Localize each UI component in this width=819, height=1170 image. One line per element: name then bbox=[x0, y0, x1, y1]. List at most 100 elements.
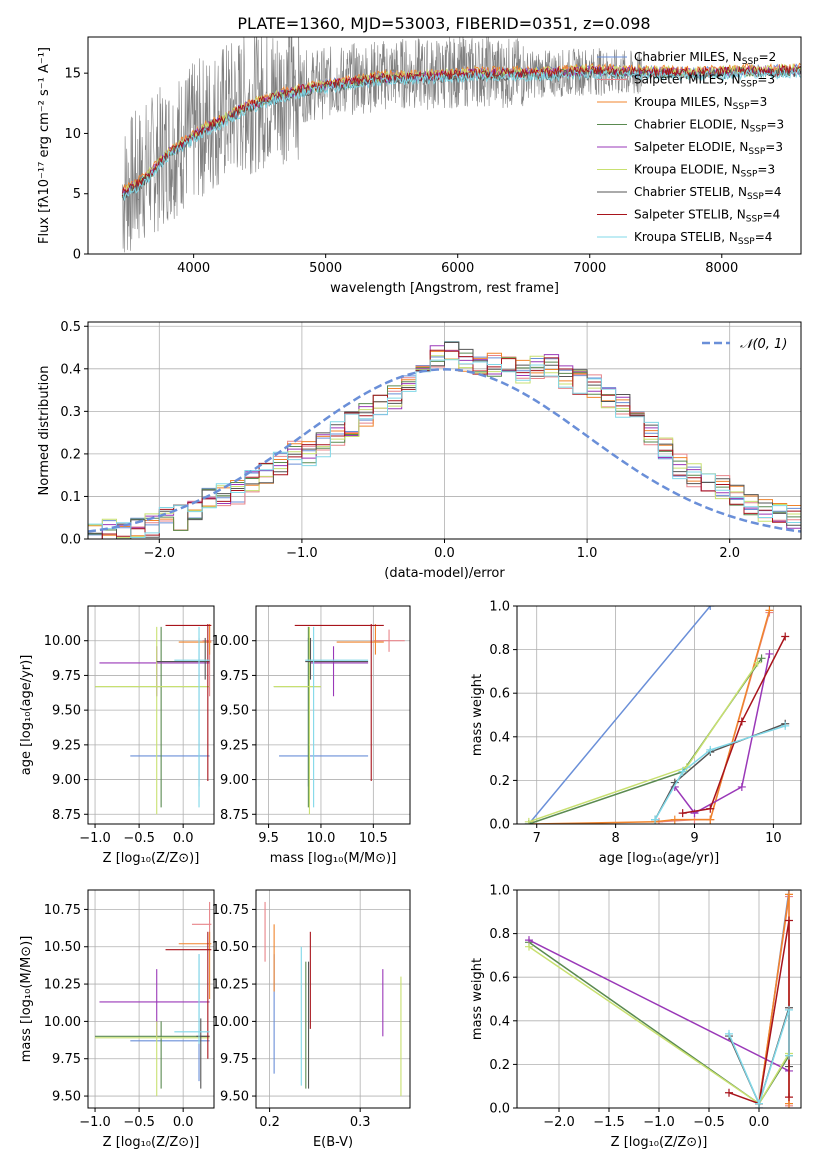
x-axis-label-age_vs_mass: mass [log₁₀(M/M⊙)] bbox=[270, 851, 397, 866]
x-tick-label: −1.0 bbox=[79, 1115, 111, 1130]
series-line-salpeter_elodie bbox=[528, 939, 790, 1072]
y-tick-label: 9.75 bbox=[52, 669, 81, 684]
x-tick-label: 6000 bbox=[441, 261, 474, 276]
y-tick-label: 0.6 bbox=[489, 971, 510, 986]
legend-label-kroupa_stelib: Kroupa STELIB, NSSP=4 bbox=[634, 230, 772, 247]
legend-label-chabrier_miles: Chabrier MILES, NSSP=2 bbox=[634, 50, 776, 67]
point-marker-salpeter_stelib bbox=[725, 1088, 733, 1097]
x-axis-label-age_vs_Z: Z [log₁₀(Z/Z⊙)] bbox=[103, 851, 200, 866]
series-line-chabrier_miles bbox=[528, 606, 711, 824]
legend-label-kroupa_miles: Kroupa MILES, NSSP=3 bbox=[634, 95, 767, 112]
y-tick-label: 0.4 bbox=[489, 1014, 510, 1029]
x-axis-label-spectrum: wavelength [Angstrom, rest frame] bbox=[330, 281, 559, 296]
data-spectrum bbox=[122, 37, 643, 253]
x-tick-label: −1.0 bbox=[79, 831, 111, 846]
panel-age_vs_mass: 9.5 10.0 10.5 8.75 9.00 9.25 9.50 9.75 10.00 mass… bbox=[212, 605, 411, 866]
point-marker-salpeter_stelib bbox=[737, 717, 746, 726]
y-tick-label: 9.50 bbox=[220, 1090, 249, 1105]
x-tick-label: 8 bbox=[611, 831, 619, 846]
y-tick-label: 0.2 bbox=[489, 1058, 510, 1073]
x-tick-label: 10 bbox=[765, 831, 782, 846]
y-tick-label: 9.75 bbox=[52, 1052, 81, 1067]
x-tick-label: 0.0 bbox=[749, 1115, 770, 1130]
x-axis-label-weight_vs_Z: Z [log₁₀(Z/Z⊙)] bbox=[611, 1135, 708, 1150]
x-axis-label-mass_vs_Z: Z [log₁₀(Z/Z⊙)] bbox=[103, 1135, 200, 1150]
legend-label-salpeter_miles: Salpeter MILES, NSSP=3 bbox=[634, 73, 775, 90]
series-line-salpeter_stelib bbox=[682, 636, 786, 814]
point-marker-kroupa_miles bbox=[785, 890, 793, 899]
point-marker-salpeter_stelib bbox=[706, 804, 715, 813]
y-tick-label: 10.25 bbox=[212, 978, 249, 993]
x-tick-label: 0.0 bbox=[173, 1115, 194, 1130]
panel-weight_vs_age: 7 8 9 10 0.0 0.2 0.4 0.6 0.8 1.0 age [log₁₀(age/yr… bbox=[470, 600, 802, 866]
plot-area-mass_vs_ebv bbox=[264, 901, 402, 1097]
y-axis-label-age_vs_Z: age [log₁₀(age/yr)] bbox=[19, 655, 34, 776]
y-tick-label: 10.00 bbox=[44, 1015, 81, 1030]
legend-label-chabrier_stelib: Chabrier STELIB, NSSP=4 bbox=[634, 185, 782, 202]
x-tick-label: 5000 bbox=[309, 261, 342, 276]
y-tick-label: 10.50 bbox=[44, 940, 81, 955]
y-tick-label: 10.00 bbox=[44, 634, 81, 649]
y-tick-label: 0 bbox=[73, 248, 81, 263]
histogram-chabrier_miles bbox=[88, 341, 801, 536]
y-tick-label: 10 bbox=[64, 127, 81, 142]
x-axis-label-residuals: (data-model)/error bbox=[384, 566, 505, 581]
panel-mass_vs_Z: −1.0 −0.5 0.0 9.50 9.75 10.00 10.25 10.50 10.75 Z… bbox=[19, 889, 215, 1150]
axes-frame-spectrum bbox=[87, 36, 802, 255]
y-tick-label: 0.0 bbox=[489, 818, 510, 833]
y-tick-label: 9.75 bbox=[220, 669, 249, 684]
histogram-chabrier_elodie bbox=[88, 341, 801, 539]
point-marker-kroupa_stelib bbox=[785, 1051, 793, 1060]
x-tick-label: −0.5 bbox=[123, 831, 155, 846]
series-line-kroupa_stelib bbox=[654, 725, 786, 820]
x-axis-label-weight_vs_age: age [log₁₀(age/yr)] bbox=[599, 851, 720, 866]
point-marker-salpeter_elodie bbox=[765, 649, 774, 658]
point-marker-kroupa_stelib bbox=[651, 815, 660, 824]
y-tick-label: 8.75 bbox=[52, 808, 81, 823]
histogram-kroupa_stelib bbox=[88, 359, 801, 538]
y-tick-label: 9.25 bbox=[52, 738, 81, 753]
x-tick-label: 0.2 bbox=[259, 1115, 280, 1130]
x-tick-label: 9.5 bbox=[258, 831, 279, 846]
model-spectrum-kroupa_stelib bbox=[121, 68, 801, 201]
y-tick-label: 9.50 bbox=[52, 704, 81, 719]
legend-label-salpeter_elodie: Salpeter ELODIE, NSSP=3 bbox=[634, 140, 783, 157]
panel-spectrum: Chabrier MILES, NSSP=2 Salpeter MILES, NS… bbox=[37, 36, 802, 296]
y-axis-label-mass_vs_Z: mass [log₁₀(M/M⊙)] bbox=[19, 936, 34, 1063]
y-tick-label: 0.4 bbox=[60, 362, 81, 377]
point-marker-salpeter_stelib bbox=[678, 809, 687, 818]
point-marker-kroupa_elodie bbox=[753, 658, 762, 667]
plot-area-weight_vs_Z bbox=[525, 890, 793, 1108]
x-tick-label: 1.0 bbox=[577, 546, 598, 561]
plot-area-spectrum bbox=[121, 37, 801, 253]
x-tick-label: −0.5 bbox=[693, 1115, 725, 1130]
y-tick-label: 0.2 bbox=[60, 447, 81, 462]
x-tick-label: 0.0 bbox=[434, 546, 455, 561]
histogram-salpeter_elodie bbox=[88, 345, 801, 539]
legend-spectrum: Chabrier MILES, NSSP=2 Salpeter MILES, NS… bbox=[597, 50, 784, 247]
x-tick-label: −2.0 bbox=[543, 1115, 575, 1130]
point-marker-salpeter_stelib bbox=[785, 1093, 793, 1102]
point-marker-salpeter_elodie bbox=[737, 782, 746, 791]
figure-title: PLATE=1360, MJD=53003, FIBERID=0351, z=0… bbox=[237, 14, 650, 33]
axes-frame-weight_vs_age bbox=[516, 605, 802, 825]
legend-label-chabrier_elodie: Chabrier ELODIE, NSSP=3 bbox=[634, 118, 784, 135]
y-tick-label: 8.75 bbox=[220, 808, 249, 823]
x-tick-label: 9 bbox=[690, 831, 698, 846]
point-marker-kroupa_stelib bbox=[678, 767, 687, 776]
x-tick-label: −0.5 bbox=[123, 1115, 155, 1130]
point-marker-kroupa_stelib bbox=[755, 1099, 763, 1108]
point-marker-kroupa_stelib bbox=[781, 721, 790, 730]
histogram-chabrier_stelib bbox=[88, 342, 801, 539]
y-axis-label-weight_vs_age: mass weight bbox=[470, 674, 485, 756]
point-marker-chabrier_elodie bbox=[757, 654, 766, 663]
point-marker-kroupa_miles bbox=[765, 606, 774, 615]
model-spectrum-salpeter_stelib bbox=[121, 64, 801, 196]
x-tick-label: 4000 bbox=[177, 261, 210, 276]
panel-residuals: 𝒩(0, 1) −2.0 −1.0 0.0 1.0 2.0 0.0 0.1 0.2 0.3 0.4 0… bbox=[37, 320, 802, 581]
x-tick-label: −1.5 bbox=[593, 1115, 625, 1130]
y-tick-label: 10.75 bbox=[44, 903, 81, 918]
plot-area-mass_vs_Z bbox=[95, 901, 212, 1097]
x-tick-label: −2.0 bbox=[144, 546, 176, 561]
